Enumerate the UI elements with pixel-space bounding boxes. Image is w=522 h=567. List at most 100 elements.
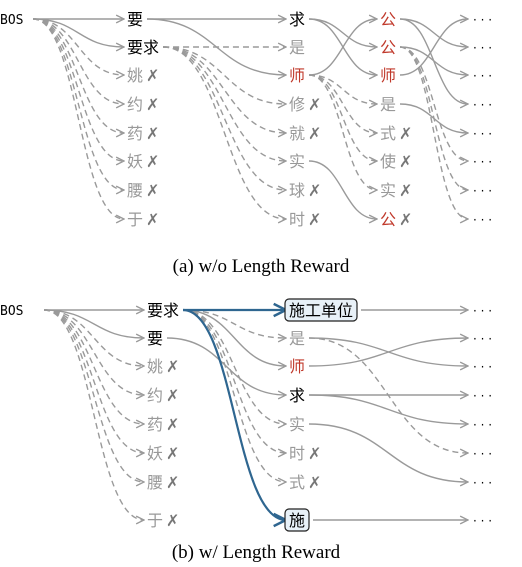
a-col1-node-4-label: 药: [127, 124, 143, 143]
b-col2-node-5: 时 ✗: [289, 444, 321, 463]
edge-b-c1c2-2: [166, 337, 286, 395]
a-col1-node-7: 于 ✗: [127, 210, 159, 229]
edge-b-c1c2-5: [182, 309, 286, 482]
b-col2-node-3: 求: [289, 386, 305, 405]
edge-b-c2c4-5: [308, 394, 468, 424]
edge-b-c1c2-3: [182, 309, 286, 424]
b-col1-node-6-reject-mark: ✗: [166, 473, 179, 492]
a-col3-node-6-reject-mark: ✗: [399, 181, 412, 200]
a-col1-node-6: 腰 ✗: [127, 181, 159, 200]
a-col1-node-2-label: 姚: [127, 66, 143, 85]
a-col2-node-7-label: 时: [289, 210, 305, 229]
a-col2-node-1-label: 是: [289, 38, 305, 57]
edge-a-c1c2-6: [162, 46, 286, 190]
edge-a-c3c4-3: [399, 18, 468, 104]
a-col2-node-0: 求: [289, 10, 305, 29]
a-col1-node-3-reject-mark: ✗: [146, 95, 159, 114]
a-col1-node-3-label: 约: [127, 95, 143, 114]
a-col3-node-4-reject-mark: ✗: [399, 124, 412, 143]
edge-b-bos-5: [43, 309, 144, 453]
a-col2-node-6: 球 ✗: [289, 181, 321, 200]
a-col3-node-0-label: 公: [380, 10, 396, 29]
edge-a-c3c4-1: [399, 18, 468, 47]
b-col1-node-6-label: 腰: [147, 473, 163, 492]
a-col1-node-2: 姚 ✗: [127, 66, 159, 85]
b-col2-node-7: 施: [284, 508, 310, 532]
edge-a-c1c2-7: [162, 46, 286, 219]
b-col2-node-3-label: 求: [289, 386, 305, 405]
b-col1-node-0: 要求: [147, 301, 179, 320]
edge-b-c2c4-2: [308, 337, 468, 366]
b-col1-node-1: 要: [147, 329, 163, 348]
b-col2-node-7-box: [284, 508, 310, 532]
edge-a-bos-6: [32, 18, 124, 190]
a-col2-node-7-reject-mark: ✗: [308, 210, 321, 229]
a-ellipsis-0: · · ·: [473, 13, 492, 27]
edge-a-c1c2-5: [162, 46, 286, 161]
edge-b-bos-6: [43, 309, 144, 482]
edge-b-bos-7: [43, 309, 144, 520]
edge-a-c2c3-5: [308, 74, 377, 161]
panel-a-caption: (a) w/o Length Reward: [173, 256, 350, 277]
edge-a-c2c3-1: [308, 18, 377, 47]
b-col2-node-6-label: 式: [289, 473, 305, 492]
a-ellipsis-3: · · ·: [473, 98, 492, 112]
b-col1-node-3-reject-mark: ✗: [166, 386, 179, 405]
a-col2-node-4: 就 ✗: [289, 124, 321, 143]
b-col1-node-7: 于 ✗: [147, 511, 179, 530]
a-col3-node-7-label: 公: [380, 210, 396, 229]
b-ellipsis-6: · · ·: [473, 476, 492, 490]
a-col2-node-6-label: 球: [289, 181, 305, 200]
b-col2-node-5-reject-mark: ✗: [308, 444, 321, 463]
edge-a-c3c4-7: [399, 46, 468, 219]
b-col2-node-1-label: 是: [289, 329, 305, 348]
a-ellipsis-5: · · ·: [473, 155, 492, 169]
b-ellipsis-5: · · ·: [473, 447, 492, 461]
edge-a-bos-4: [32, 18, 124, 133]
b-col1-node-7-reject-mark: ✗: [166, 511, 179, 530]
edge-a-c3c4-5: [399, 46, 468, 161]
b-ellipsis-0: · · ·: [473, 304, 492, 318]
edge-a-bos-5: [32, 18, 124, 161]
a-col3-node-6-label: 实: [380, 181, 396, 200]
a-col2-node-6-reject-mark: ✗: [308, 181, 321, 200]
b-col1-node-2-reject-mark: ✗: [166, 357, 179, 376]
a-col3-node-1: 公: [380, 38, 396, 57]
b-col2-node-1: 是: [289, 329, 305, 348]
a-col3-node-3-label: 是: [380, 95, 396, 114]
edge-b-c1c2-0: [182, 309, 286, 338]
b-col1-node-4-label: 药: [147, 415, 163, 434]
b-col2-node-0: 施工单位: [284, 298, 358, 322]
a-ellipsis-6: · · ·: [473, 184, 492, 198]
a-col1-node-0: 要: [127, 10, 143, 29]
b-ellipsis-2: · · ·: [473, 360, 492, 374]
b-col1-node-5: 妖 ✗: [147, 444, 179, 463]
a-ellipsis-7: · · ·: [473, 213, 492, 227]
a-col3-node-4: 式 ✗: [380, 124, 412, 143]
b-col1-node-4-reject-mark: ✗: [166, 415, 179, 434]
a-ellipsis-1: · · ·: [473, 41, 492, 55]
a-col1-node-7-reject-mark: ✗: [146, 210, 159, 229]
a-col3-node-7-reject-mark: ✗: [399, 210, 412, 229]
edge-a-c3c4-0: [399, 19, 468, 76]
b-col1-node-3-label: 约: [147, 386, 163, 405]
b-ellipsis-1: · · ·: [473, 332, 492, 346]
b-ellipsis-3: · · ·: [473, 389, 492, 403]
b-col1-node-2-label: 姚: [147, 357, 163, 376]
a-col2-node-5-label: 实: [289, 152, 305, 171]
b-col2-node-0-label: 施工单位: [289, 301, 353, 320]
a-col1-node-6-reject-mark: ✗: [146, 181, 159, 200]
b-col2-node-4-label: 实: [289, 415, 305, 434]
panel-b-caption: (b) w/ Length Reward: [172, 542, 341, 563]
a-col3-node-5-label: 使: [380, 152, 396, 171]
panel-a-bos: BOS: [0, 13, 23, 28]
a-col2-node-3: 修 ✗: [289, 95, 321, 114]
panel-b-bos: BOS: [0, 304, 23, 319]
a-col3-node-1-label: 公: [380, 38, 396, 57]
a-col3-node-4-label: 式: [380, 124, 396, 143]
b-col2-node-4: 实: [289, 415, 305, 434]
a-col1-node-6-label: 腰: [127, 181, 143, 200]
edge-a-c1c2-4: [162, 46, 286, 133]
